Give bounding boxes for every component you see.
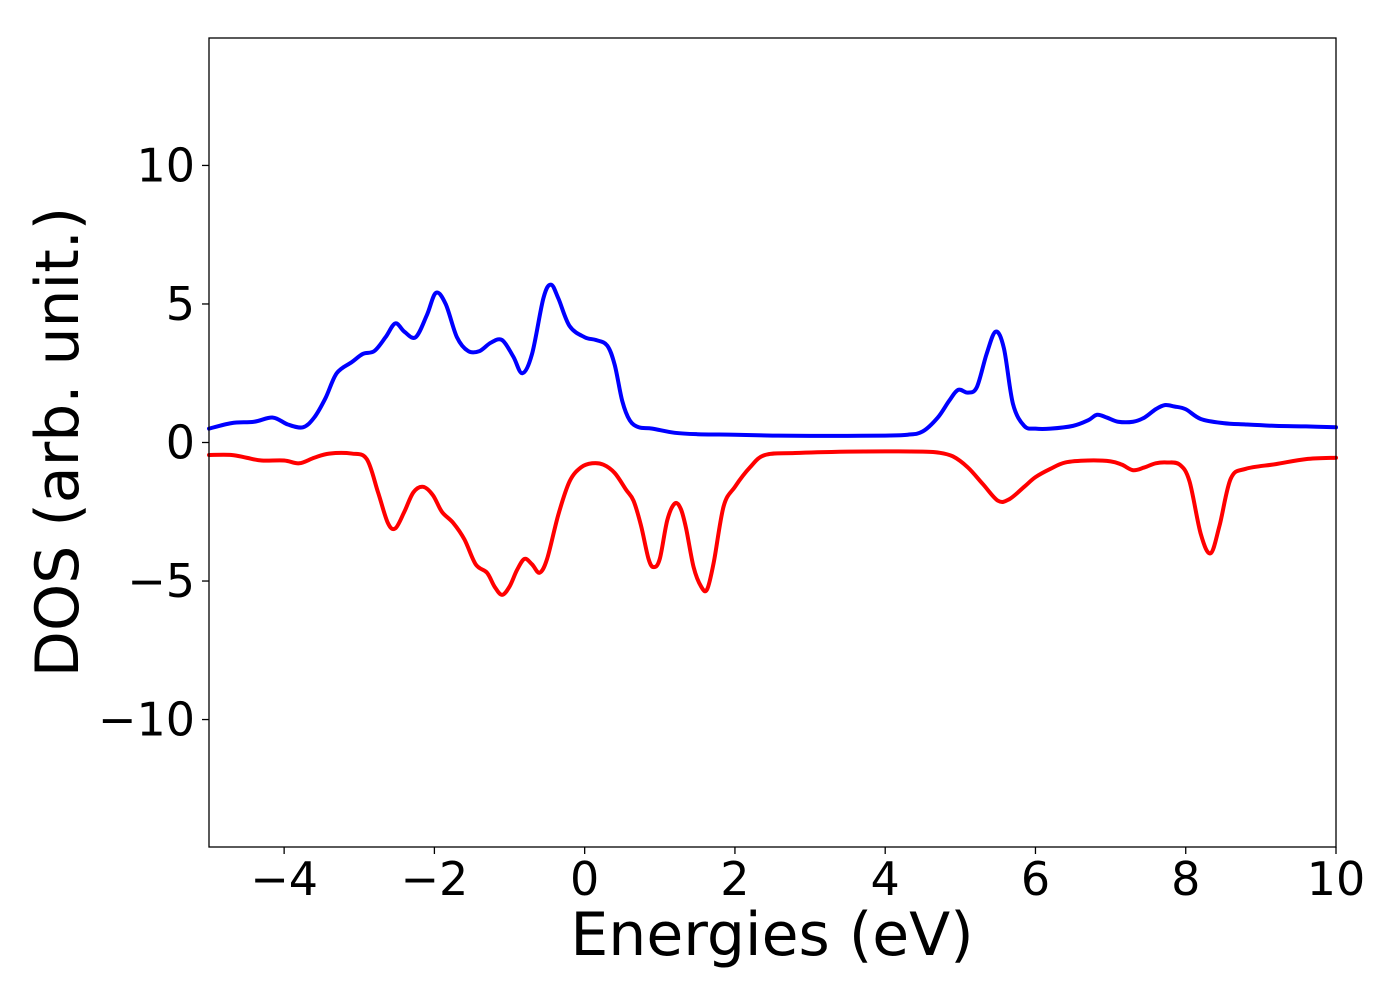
x-tick-label: −4 (250, 852, 318, 906)
x-tick-label: 6 (1021, 852, 1050, 906)
y-tick-label: 10 (136, 138, 195, 192)
y-tick-label: 0 (166, 416, 195, 470)
y-tick-label: −5 (127, 554, 195, 608)
x-tick-label: −2 (400, 852, 468, 906)
x-tick-label: 2 (720, 852, 749, 906)
x-tick-label: 10 (1307, 852, 1366, 906)
plot-frame (208, 37, 1337, 848)
y-axis-label: DOS (arb. unit.) (23, 207, 93, 677)
y-tick-label: −10 (98, 693, 195, 747)
dos-series-line-negative (207, 449, 1338, 597)
x-tick-label: 0 (570, 852, 599, 906)
x-tick-label: 4 (871, 852, 900, 906)
dos-series-line-positive (207, 282, 1338, 438)
x-axis-label: Energies (eV) (570, 900, 973, 970)
x-tick-label: 8 (1171, 852, 1200, 906)
y-tick-label: 5 (166, 277, 195, 331)
ticks-layer: −4 −2 0 2 4 6 8 10 −10 −5 0 5 10 (98, 138, 1365, 906)
series-layer (207, 282, 1338, 597)
